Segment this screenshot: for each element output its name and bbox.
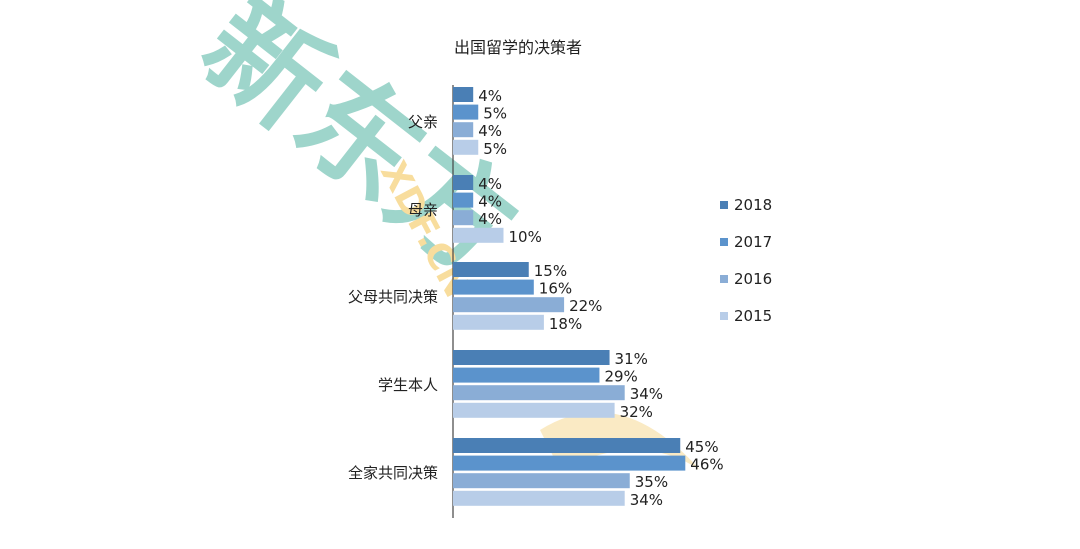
bar-2015	[453, 402, 615, 418]
bar-2018	[453, 87, 474, 102]
bar-2018	[453, 175, 474, 190]
bar-2016	[453, 385, 625, 401]
data-label: 22%	[569, 297, 602, 315]
bar-2018	[453, 350, 610, 365]
data-label: 4%	[478, 210, 502, 228]
category-label: 全家共同决策	[348, 464, 438, 482]
data-label: 16%	[539, 280, 572, 298]
data-label: 46%	[690, 456, 723, 474]
data-label: 31%	[615, 350, 648, 368]
data-label: 4%	[478, 175, 502, 193]
legend-swatch	[720, 312, 728, 320]
bar-2017	[453, 104, 479, 120]
bar-2018	[453, 438, 681, 453]
data-label: 4%	[478, 87, 502, 105]
chart-title: 出国留学的决策者	[454, 38, 582, 57]
data-label: 29%	[604, 368, 637, 386]
data-label: 32%	[620, 403, 653, 421]
legend-label: 2016	[734, 270, 772, 288]
bar-2015	[453, 139, 479, 155]
bar-2017	[453, 279, 534, 295]
data-label: 15%	[534, 262, 567, 280]
data-label: 34%	[630, 491, 663, 509]
data-label: 35%	[635, 473, 668, 491]
bar-2016	[453, 473, 630, 489]
legend-label: 2018	[734, 196, 772, 214]
data-label: 5%	[483, 140, 507, 158]
legend-swatch	[720, 238, 728, 246]
legend-label: 2015	[734, 307, 772, 325]
legend-swatch	[720, 275, 728, 283]
bar-2017	[453, 455, 686, 471]
bar-2015	[453, 227, 504, 243]
bar-2017	[453, 367, 600, 383]
legend-swatch	[720, 201, 728, 209]
category-label: 父母共同决策	[348, 288, 438, 306]
data-label: 34%	[630, 385, 663, 403]
legend: 2018 2017 2016 2015	[720, 196, 772, 325]
data-label: 18%	[549, 315, 582, 333]
bar-2016	[453, 210, 474, 226]
bar-2016	[453, 122, 474, 138]
data-label: 4%	[478, 122, 502, 140]
bar-2015	[453, 314, 544, 330]
bar-2018	[453, 262, 529, 277]
category-label: 母亲	[408, 201, 438, 219]
data-label: 10%	[509, 228, 542, 246]
data-label: 4%	[478, 193, 502, 211]
bar-2015	[453, 490, 625, 506]
bar-2017	[453, 192, 474, 208]
data-label: 5%	[483, 105, 507, 123]
bar-2016	[453, 297, 565, 313]
category-label: 学生本人	[378, 376, 438, 394]
legend-label: 2017	[734, 233, 772, 251]
category-label: 父亲	[408, 113, 438, 131]
data-label: 45%	[685, 438, 718, 456]
